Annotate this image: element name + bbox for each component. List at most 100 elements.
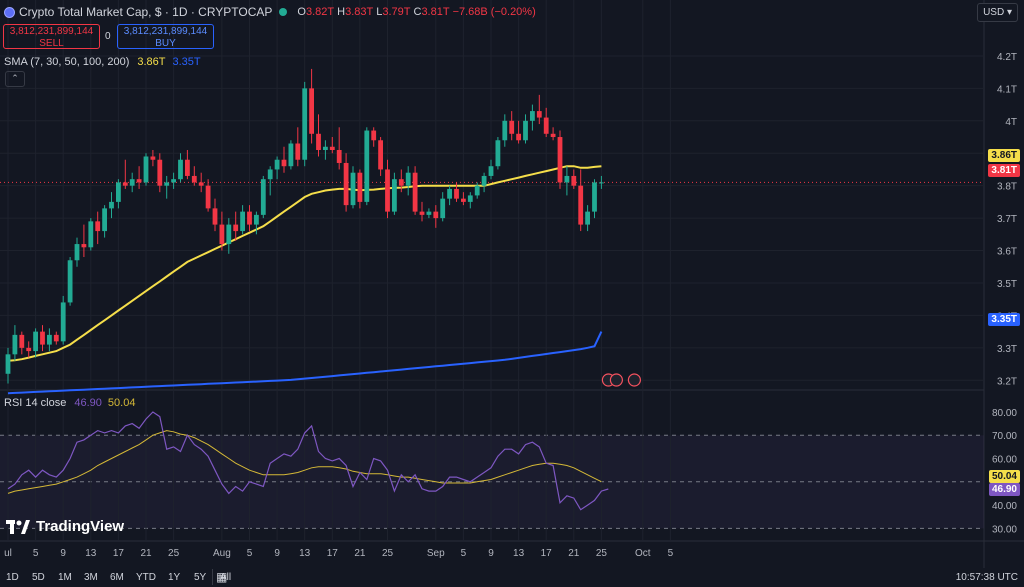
candle-body	[60, 302, 66, 342]
candle-body	[240, 211, 245, 232]
candle-body	[81, 244, 87, 248]
time-tick-label: 5	[247, 548, 253, 559]
price-tick-label: 3.6T	[997, 247, 1017, 258]
candle-body	[316, 133, 321, 150]
candle-body	[564, 175, 570, 183]
candle-body	[426, 211, 432, 215]
clock-time[interactable]: 10:57:38 UTC	[955, 572, 1018, 583]
timeframe-1m[interactable]: 1M	[58, 572, 72, 583]
candle-body	[412, 172, 418, 212]
candle-body	[509, 120, 515, 134]
candle-body	[585, 211, 590, 225]
candle-body	[523, 120, 528, 141]
candle-body	[536, 111, 542, 118]
symbol-title[interactable]: Crypto Total Market Cap, $ · 1D · CRYPTO…	[19, 5, 273, 19]
sell-button[interactable]: 3,812,231,899,144 SELL	[3, 24, 100, 49]
candle-body	[329, 146, 335, 150]
candle-body	[336, 150, 342, 163]
dividend-marker	[609, 373, 624, 387]
event-marker	[627, 373, 642, 387]
rsi-tick-label: 30.00	[992, 524, 1017, 535]
candle-body	[143, 156, 149, 183]
candle-body	[392, 179, 397, 212]
candle-body	[474, 185, 480, 196]
candle-body	[178, 159, 183, 180]
sma-bottom-price-label: 3.35T	[988, 313, 1020, 326]
candle-body	[226, 224, 232, 245]
candle-body	[12, 334, 18, 355]
ohlc-label: O	[297, 6, 306, 18]
candle-body	[323, 146, 328, 150]
sma-legend[interactable]: SMA (7, 30, 50, 100, 200) 3.86T 3.35T	[4, 56, 201, 68]
timeframe-all[interactable]: All	[220, 572, 232, 583]
buy-label: BUY	[155, 38, 176, 49]
rsi-axis-label: 46.90	[988, 483, 1020, 496]
candle-body	[171, 179, 176, 183]
tradingview-logo[interactable]: TradingView	[6, 518, 124, 535]
candle-body	[198, 182, 204, 186]
sma-top-price-label: 3.86T	[988, 149, 1020, 162]
timeframe-5y[interactable]: 5Y	[194, 572, 207, 583]
candle-body	[357, 172, 363, 202]
rsi-tick-label: 70.00	[992, 431, 1017, 442]
candle-body	[233, 224, 239, 232]
timeframe-1y[interactable]: 1Y	[168, 572, 181, 583]
ohlc-value: 3.79T	[382, 6, 411, 18]
candle-body	[26, 347, 32, 352]
candle-body	[129, 179, 135, 186]
candle-body	[481, 175, 487, 186]
candle-body	[557, 137, 563, 183]
rsi-ma-value: 50.04	[107, 397, 136, 409]
candle-body	[157, 159, 163, 186]
time-tick-label: 21	[354, 548, 366, 559]
rsi-tick-label: 40.00	[992, 501, 1017, 512]
ohlc-label: H	[337, 6, 346, 18]
time-tick-label: 5	[461, 548, 467, 559]
timeframe-5d[interactable]: 5D	[32, 572, 45, 583]
timeframe-ytd[interactable]: YTD	[136, 572, 156, 583]
calendar-icon[interactable]: ▦	[216, 570, 228, 584]
candle-body	[19, 334, 25, 348]
currency-button[interactable]: USD ▾	[977, 3, 1018, 22]
market-status-icon	[279, 8, 288, 16]
candle-body	[109, 201, 114, 209]
sma-200-line	[7, 331, 603, 395]
timeframe-1d[interactable]: 1D	[6, 572, 19, 583]
ohlc-label: L	[376, 6, 383, 18]
currency-label: USD	[983, 7, 1005, 18]
candle-body	[433, 211, 439, 219]
timeframe-6m[interactable]: 6M	[110, 572, 124, 583]
buy-button[interactable]: 3,812,231,899,144 BUY	[117, 24, 214, 49]
time-tick-label: 21	[140, 548, 152, 559]
candle-body	[599, 182, 604, 184]
chevron-up-icon[interactable]: ⌃	[5, 71, 25, 87]
price-tick-label: 3.5T	[997, 279, 1017, 290]
time-tick-label: Sep	[427, 548, 445, 559]
candle-body	[288, 143, 294, 167]
candle-body	[350, 172, 356, 206]
bottom-toolbar: 1D 5D 1M 3M 6M YTD 1Y 5Y All ▦ 10:57:38 UTC	[0, 568, 1024, 587]
time-tick-label: 25	[596, 548, 608, 559]
candle-body	[33, 331, 38, 352]
candle-body	[40, 331, 45, 345]
candle-body	[516, 133, 521, 141]
candle-body	[550, 133, 556, 138]
candle-body	[164, 182, 170, 186]
time-tick-label: ul	[4, 548, 12, 559]
rsi-band-fill	[0, 435, 984, 529]
symbol-legend[interactable]: Crypto Total Market Cap, $ · 1D · CRYPTO…	[4, 5, 536, 19]
candle-body	[47, 334, 52, 345]
sell-price: 3,812,231,899,144	[9, 26, 94, 37]
candle-body	[116, 182, 121, 202]
timeframe-3m[interactable]: 3M	[84, 572, 98, 583]
ohlc-values: O3.82T H3.83T L3.79T C3.81T −7.68B (−0.20%)	[294, 6, 535, 18]
rsi-legend[interactable]: RSI 14 close 46.90 50.04	[4, 397, 135, 409]
candle-body	[302, 88, 308, 160]
sell-label: SELL	[39, 38, 64, 49]
sma-label: SMA (7, 30, 50, 100, 200)	[4, 56, 130, 68]
price-tick-label: 4.2T	[997, 52, 1017, 63]
candle-body	[495, 140, 501, 167]
time-tick-label: 13	[85, 548, 97, 559]
time-tick-label: 9	[274, 548, 280, 559]
